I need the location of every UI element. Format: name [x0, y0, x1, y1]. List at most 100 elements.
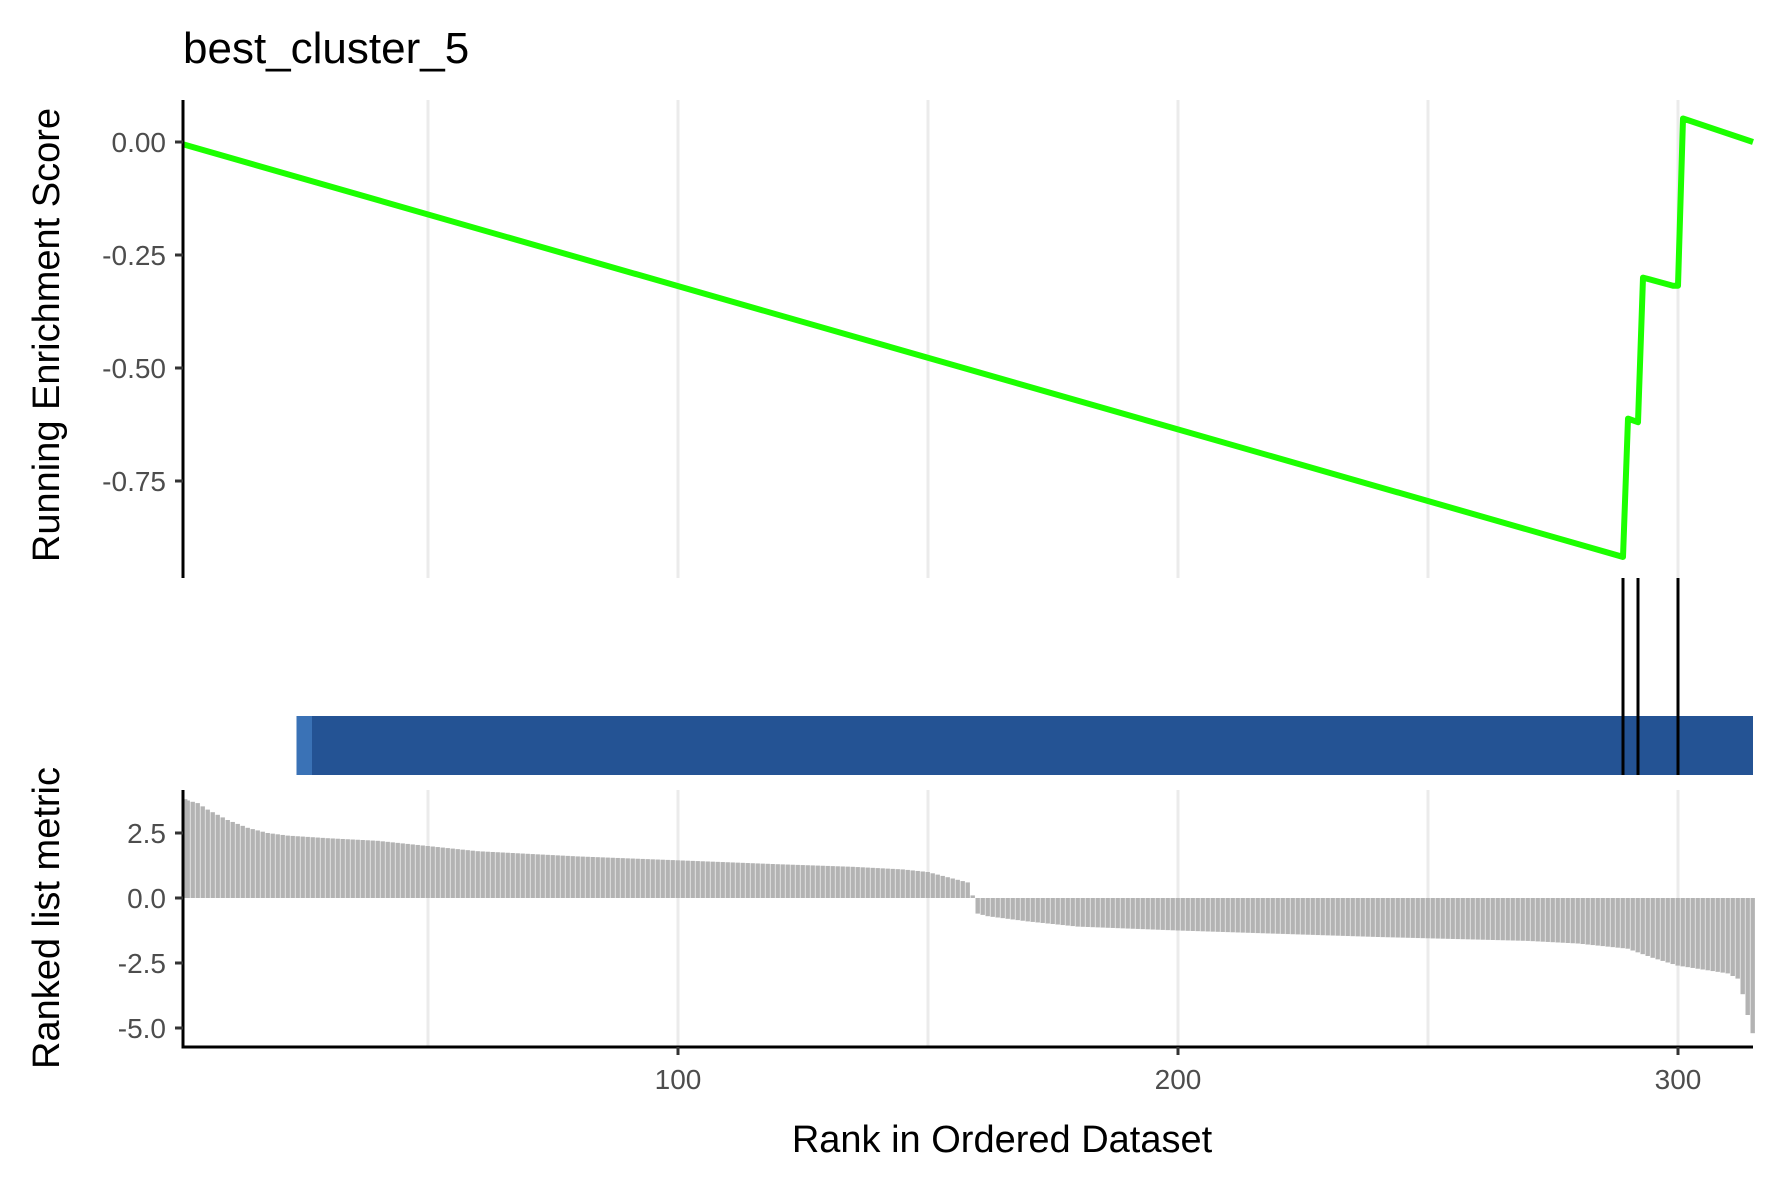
metric-bar-174	[1045, 898, 1050, 924]
metric-bar-102	[685, 860, 690, 898]
metric-bar-29	[320, 837, 325, 898]
metric-bar-227	[1310, 898, 1315, 935]
metric-bar-173	[1040, 898, 1045, 923]
metric-bar-90	[625, 858, 630, 898]
metric-bar-202	[1185, 898, 1190, 931]
metric-bar-40	[375, 840, 380, 898]
y-tick-label-enrichment: -0.25	[102, 240, 166, 271]
metric-bar-278	[1565, 898, 1570, 943]
metric-bar-134	[845, 866, 850, 898]
metric-bar-131	[830, 866, 835, 898]
metric-bar-75	[550, 855, 555, 898]
metric-bar-299	[1670, 898, 1675, 965]
metric-bar-298	[1665, 898, 1670, 963]
metric-bar-170	[1025, 898, 1030, 922]
metric-bar-3	[190, 801, 195, 898]
metric-bar-268	[1515, 898, 1520, 941]
y-tick-label-enrichment: -0.50	[102, 353, 166, 384]
metric-bar-280	[1575, 898, 1580, 944]
metric-bar-9	[220, 817, 225, 898]
metric-bar-311	[1730, 898, 1735, 976]
metric-bar-136	[855, 867, 860, 898]
metric-bar-276	[1555, 898, 1560, 943]
metric-bar-87	[610, 857, 615, 898]
metric-bar-124	[795, 864, 800, 898]
metric-bar-54	[445, 848, 450, 898]
metric-bar-191	[1130, 898, 1135, 929]
metric-bar-109	[720, 862, 725, 898]
heatbar-main-segment	[312, 716, 1753, 775]
metric-bar-263	[1490, 898, 1495, 940]
metric-bar-103	[690, 860, 695, 898]
metric-bar-200	[1175, 898, 1180, 931]
metric-bar-189	[1120, 898, 1125, 929]
metric-bar-10	[225, 820, 230, 898]
metric-bar-214	[1245, 898, 1250, 933]
metric-bar-61	[480, 851, 485, 898]
metric-bar-68	[515, 853, 520, 898]
metric-bar-261	[1480, 898, 1485, 940]
metric-bar-138	[865, 867, 870, 898]
metric-bar-235	[1350, 898, 1355, 937]
metric-bar-166	[1005, 898, 1010, 919]
metric-bar-78	[565, 855, 570, 898]
metric-bar-229	[1320, 898, 1325, 936]
metric-bar-230	[1325, 898, 1330, 936]
metric-bar-150	[925, 872, 930, 898]
y-tick-label-ranked-metric: 0.0	[127, 883, 166, 914]
metric-bar-58	[465, 850, 470, 898]
metric-bar-63	[490, 851, 495, 898]
metric-bar-33	[340, 838, 345, 898]
metric-bar-151	[930, 873, 935, 898]
metric-bar-264	[1495, 898, 1500, 941]
metric-bar-188	[1115, 898, 1120, 929]
metric-bar-25	[300, 836, 305, 898]
metric-bar-24	[295, 836, 300, 898]
metric-bar-98	[665, 859, 670, 898]
metric-bar-34	[345, 839, 350, 898]
metric-bar-59	[470, 850, 475, 898]
x-tick-label: 300	[1655, 1064, 1702, 1095]
metric-bar-262	[1485, 898, 1490, 940]
metric-bar-93	[640, 858, 645, 898]
metric-bar-291	[1630, 898, 1635, 951]
metric-bar-210	[1225, 898, 1230, 933]
metric-bar-194	[1145, 898, 1150, 930]
metric-bar-270	[1525, 898, 1530, 941]
chart-title: best_cluster_5	[183, 24, 469, 73]
metric-bar-44	[395, 842, 400, 898]
metric-bar-12	[235, 823, 240, 898]
metric-bar-19	[270, 833, 275, 898]
metric-bar-99	[670, 860, 675, 898]
metric-bar-133	[840, 866, 845, 898]
y-tick-label-enrichment: -0.75	[102, 466, 166, 497]
metric-bar-294	[1645, 898, 1650, 956]
metric-bar-169	[1020, 898, 1025, 921]
metric-bar-158	[965, 882, 970, 898]
metric-bar-238	[1365, 898, 1370, 937]
metric-bar-16	[255, 830, 260, 898]
y-tick-label-ranked-metric: -5.0	[118, 1013, 166, 1044]
tick-labels: 0.00 -0.25 -0.50 -0.75 2.5 0.0 -2.5 -5.0 100 200 3…	[102, 127, 1701, 1095]
metric-bar-122	[785, 864, 790, 898]
metric-bar-198	[1165, 898, 1170, 931]
metric-bar-274	[1545, 898, 1550, 942]
metric-bar-23	[290, 835, 295, 898]
metric-bar-140	[875, 868, 880, 898]
metric-bar-81	[580, 856, 585, 898]
metric-bar-66	[505, 852, 510, 898]
metric-bar-83	[590, 856, 595, 898]
metric-bar-73	[540, 854, 545, 898]
metric-bar-233	[1340, 898, 1345, 936]
metric-bar-144	[895, 869, 900, 898]
metric-bar-6	[205, 809, 210, 898]
metric-bar-313	[1740, 898, 1745, 995]
metric-bar-106	[705, 861, 710, 898]
metric-bar-142	[885, 868, 890, 898]
metric-bar-292	[1635, 898, 1640, 953]
metric-bar-255	[1450, 898, 1455, 939]
metric-bar-43	[390, 842, 395, 898]
metric-bar-310	[1725, 898, 1730, 974]
metric-bar-101	[680, 860, 685, 898]
metric-bar-244	[1395, 898, 1400, 938]
